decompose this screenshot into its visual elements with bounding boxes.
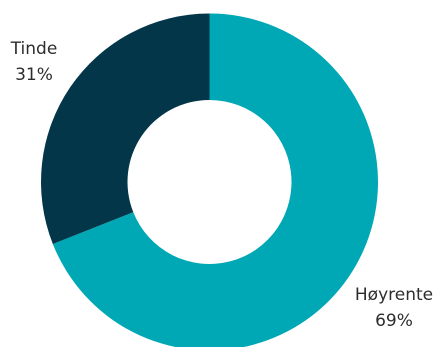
labels-layer: Tinde 31% Høyrente 69% (10, 39, 433, 331)
slice-label-hoyrente-percent: 69% (375, 311, 413, 331)
slice-label-tinde-name: Tinde (10, 39, 58, 59)
donut-slice-hoyrente (52, 13, 378, 347)
slice-label-hoyrente-name: Høyrente (355, 285, 433, 305)
donut-slice-tinde (40, 13, 210, 245)
slice-label-tinde-percent: 31% (15, 65, 53, 85)
slices-layer (40, 13, 378, 347)
